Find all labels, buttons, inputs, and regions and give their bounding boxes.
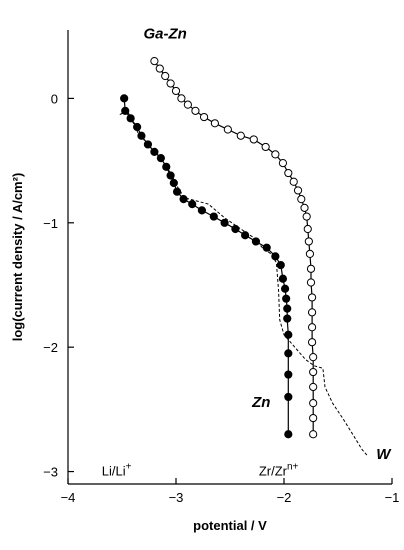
- data-point-zn: [284, 370, 293, 379]
- y-tick-label: −2: [43, 340, 58, 355]
- series-line-w: [119, 110, 369, 457]
- data-point-ga-zn: [304, 237, 313, 246]
- data-point-ga-zn: [306, 264, 316, 273]
- data-point-ga-zn: [210, 119, 219, 128]
- data-point-ga-zn: [284, 168, 293, 178]
- data-point-ga-zn: [309, 413, 318, 423]
- data-point-zn: [251, 237, 261, 246]
- y-tick-label: 0: [51, 91, 58, 106]
- x-tick-label: −3: [169, 490, 184, 505]
- data-point-zn: [137, 131, 146, 140]
- x-tick-label: −2: [277, 490, 292, 505]
- data-point-ga-zn: [155, 64, 164, 73]
- data-point-zn: [172, 187, 182, 196]
- data-point-ga-zn: [307, 323, 317, 332]
- x-ticks: −4 −3 −2 −1: [61, 478, 400, 505]
- data-point-zn: [220, 218, 229, 227]
- data-point-zn: [283, 314, 292, 323]
- data-point-zn: [241, 231, 250, 240]
- data-point-ga-zn: [161, 71, 170, 81]
- data-point-ga-zn: [309, 430, 318, 439]
- labels-layer: Ga-Zn Zn W Li/Li+ Zr/Zrn+: [102, 26, 393, 479]
- series-w: [119, 110, 369, 457]
- data-point-ga-zn: [271, 150, 280, 159]
- data-point-ga-zn: [305, 249, 315, 258]
- data-point-zn: [133, 122, 142, 132]
- data-point-ga-zn: [309, 367, 318, 377]
- data-point-zn: [284, 330, 293, 339]
- data-point-zn: [166, 171, 175, 180]
- data-point-ga-zn: [223, 125, 232, 134]
- x-axis-title: potential / V: [193, 518, 267, 533]
- x-tick-label: −1: [385, 490, 400, 505]
- annotation-li-li: Li/Li+: [102, 461, 132, 478]
- data-point-zn: [262, 243, 271, 252]
- data-point-ga-zn: [191, 106, 200, 115]
- data-point-ga-zn: [297, 195, 306, 204]
- data-point-ga-zn: [289, 177, 298, 186]
- data-point-zn: [278, 274, 288, 283]
- series-layer: [119, 56, 369, 457]
- y-ticks: 0 −1 −2 −3: [43, 91, 74, 480]
- data-point-zn: [283, 304, 292, 313]
- data-point-ga-zn: [303, 224, 312, 234]
- series-ga-zn: [150, 56, 318, 439]
- data-point-zn: [197, 206, 207, 215]
- data-point-zn: [276, 260, 285, 270]
- data-point-ga-zn: [309, 382, 318, 392]
- data-point-ga-zn: [249, 135, 258, 144]
- annotation-zr-zr: Zr/Zrn+: [259, 461, 299, 478]
- data-point-ga-zn: [236, 131, 245, 140]
- data-point-ga-zn: [307, 338, 317, 347]
- data-point-ga-zn: [150, 56, 159, 66]
- data-point-ga-zn: [261, 142, 270, 152]
- data-point-ga-zn: [302, 212, 311, 221]
- data-point-zn: [188, 200, 197, 209]
- data-point-ga-zn: [166, 79, 175, 88]
- series-label-zn: Zn: [251, 394, 270, 411]
- data-point-zn: [284, 392, 293, 402]
- y-tick-label: −1: [43, 216, 58, 231]
- axes: [67, 30, 392, 485]
- x-tick-label: −4: [61, 490, 76, 505]
- data-point-ga-zn: [306, 278, 316, 287]
- data-point-ga-zn: [293, 186, 303, 195]
- data-point-ga-zn: [177, 94, 186, 103]
- data-point-ga-zn: [307, 293, 317, 302]
- data-point-zn: [284, 349, 293, 358]
- data-point-zn: [284, 430, 293, 439]
- data-point-zn: [280, 284, 290, 293]
- data-point-ga-zn: [278, 158, 288, 168]
- series-label-w: W: [376, 446, 392, 463]
- data-point-zn: [282, 294, 291, 303]
- data-point-zn: [121, 106, 130, 115]
- data-point-ga-zn: [183, 100, 192, 109]
- data-point-ga-zn: [300, 203, 309, 212]
- series-label-ga-zn: Ga-Zn: [144, 26, 187, 43]
- data-point-ga-zn: [309, 353, 318, 362]
- data-point-ga-zn: [309, 399, 318, 408]
- data-point-zn: [209, 212, 218, 221]
- data-point-ga-zn: [171, 86, 181, 96]
- data-point-ga-zn: [307, 308, 317, 317]
- y-tick-label: −3: [43, 465, 58, 480]
- data-point-zn: [120, 94, 129, 103]
- y-axis-title: log(current density / A/cm²): [10, 173, 25, 342]
- data-point-ga-zn: [199, 112, 209, 122]
